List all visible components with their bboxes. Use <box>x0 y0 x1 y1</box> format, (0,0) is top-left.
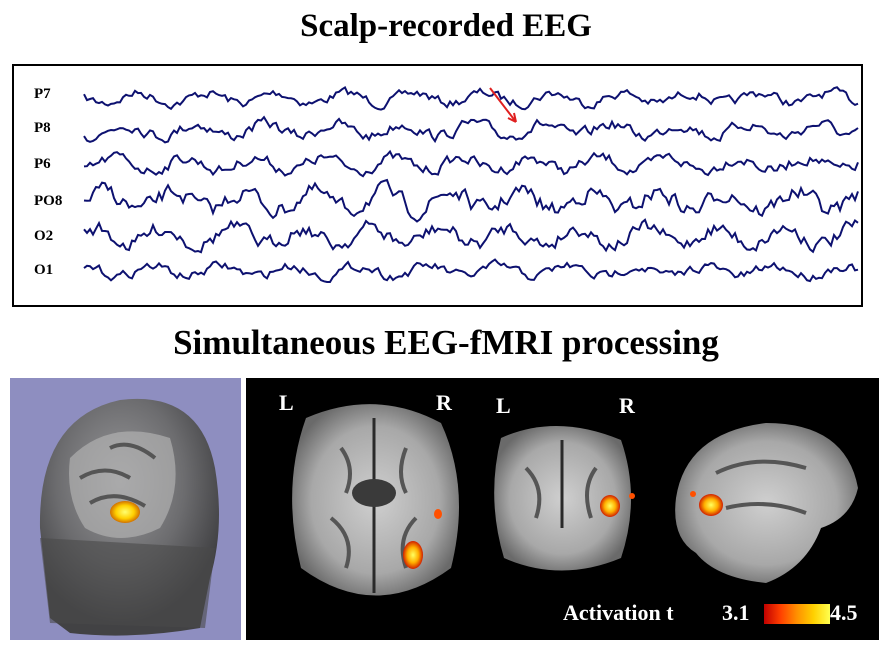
eeg-trace-p6 <box>83 149 859 178</box>
colorbar-min-label: 3.1 <box>722 600 750 625</box>
activation-label: Activation t <box>563 600 674 625</box>
channel-label-p7: P7 <box>34 86 51 102</box>
channel-label-po8: PO8 <box>34 193 63 209</box>
eeg-trace-po8 <box>83 178 859 223</box>
sagittal-slice <box>675 423 858 583</box>
mri-slices-panel: L R L R Activation t 3.1 4.5 <box>246 378 879 640</box>
head-3d-render <box>10 378 241 640</box>
activation-colorbar <box>764 604 830 624</box>
coronal-slice <box>494 425 635 571</box>
head-render-image <box>39 398 220 636</box>
channel-label-p8: P8 <box>34 120 51 136</box>
axial-left-marker: L <box>279 390 294 415</box>
coronal-right-marker: R <box>619 393 635 418</box>
colorbar-max-label: 4.5 <box>830 600 858 625</box>
red-arrow-icon <box>489 87 517 123</box>
eeg-trace-p8 <box>83 115 859 144</box>
mri-slices-image <box>292 404 858 596</box>
eeg-trace-p7 <box>83 85 859 111</box>
coronal-left-marker: L <box>496 393 511 418</box>
eeg-traces <box>83 85 859 283</box>
eeg-trace-o1 <box>83 258 859 283</box>
eeg-title: Scalp-recorded EEG <box>300 8 592 44</box>
axial-right-marker: R <box>436 390 452 415</box>
channel-label-p6: P6 <box>34 156 51 172</box>
fusion-title: Simultaneous EEG-fMRI processing <box>173 323 719 362</box>
channel-label-o1: O1 <box>34 262 54 278</box>
eeg-trace-panel: P7 P8 P6 PO8 O2 O1 <box>12 64 863 307</box>
eeg-trace-o2 <box>83 218 859 254</box>
activation-blob <box>110 501 140 523</box>
channel-label-o2: O2 <box>34 228 54 244</box>
axial-slice <box>292 404 459 596</box>
